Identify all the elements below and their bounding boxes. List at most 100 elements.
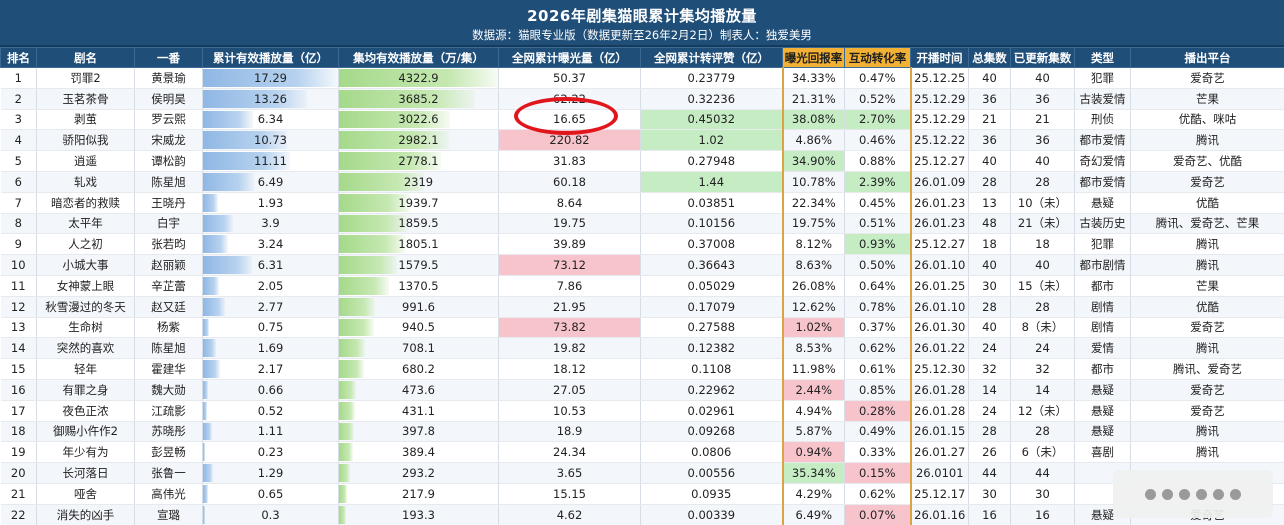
cell-rank: 21 <box>0 483 37 505</box>
cell-title: 人之初 <box>36 233 135 256</box>
cell-episodes: 14 <box>968 379 1011 401</box>
cell-updated-episodes: 8（未） <box>1010 317 1075 339</box>
cell-return-rate: 5.87% <box>781 421 845 443</box>
total-views-value: 6.34 <box>257 112 284 127</box>
total-views-value: 0.75 <box>257 320 284 335</box>
cell-title: 轧戏 <box>36 171 135 193</box>
cell-return-rate: 4.86% <box>781 129 845 152</box>
cell-engagement: 0.27588 <box>640 317 783 339</box>
cell-updated-episodes: 15（未） <box>1010 275 1075 297</box>
watermark-dot <box>1162 488 1173 500</box>
cell-platform: 爱奇艺 <box>1130 317 1284 339</box>
cell-premiere-date: 26.0101 <box>910 462 969 484</box>
cell-avg-views: 389.4 <box>338 441 499 464</box>
avg-views-value: 3022.6 <box>398 112 439 127</box>
cell-premiere-date: 26.01.10 <box>910 254 969 276</box>
cell-episodes: 40 <box>968 150 1011 172</box>
table-row: 21 哑舍 高伟光 0.65 217.9 15.15 0.0935 4.29% 0.62% 25.… <box>0 483 1284 505</box>
cell-return-rate: 8.12% <box>781 233 845 256</box>
cell-episodes: 24 <box>968 400 1011 422</box>
cell-episodes: 28 <box>968 171 1011 193</box>
cell-conversion-rate: 0.85% <box>844 379 912 401</box>
cell-return-rate: 10.78% <box>781 171 845 193</box>
table-row: 15 轻年 霍建华 2.17 680.2 18.12 0.1108 11.98% 0.61% 25… <box>0 358 1284 380</box>
cell-avg-views: 2982.1 <box>338 129 499 152</box>
cell-return-rate: 11.98% <box>781 358 845 380</box>
watermark-dot <box>1196 488 1207 500</box>
col-header-date: 开播时间 <box>910 47 969 68</box>
cell-platform: 腾讯、爱奇艺、芒果 <box>1130 213 1284 235</box>
cell-total-views: 6.49 <box>202 171 339 193</box>
cell-lead-actor: 宣璐 <box>134 504 203 525</box>
cell-episodes: 40 <box>968 67 1011 89</box>
total-views-bar <box>203 297 225 316</box>
cell-avg-views: 473.6 <box>338 379 499 401</box>
cell-episodes: 24 <box>968 337 1011 360</box>
cell-platform: 腾讯 <box>1130 129 1284 152</box>
cell-title: 秋雪漫过的冬天 <box>36 296 135 318</box>
cell-lead-actor: 辛芷蕾 <box>134 275 203 297</box>
table-row: 19 年少有为 彭昱畅 0.23 389.4 24.34 0.0806 0.94% 0.33% 2… <box>0 441 1284 464</box>
cell-engagement: 0.23779 <box>640 67 783 89</box>
cell-exposure: 39.89 <box>498 233 641 256</box>
avg-views-bar <box>339 235 406 254</box>
cell-updated-episodes: 6（未） <box>1010 441 1075 464</box>
cell-updated-episodes: 40 <box>1010 254 1075 276</box>
cell-conversion-rate: 0.47% <box>844 67 912 89</box>
cell-exposure: 50.37 <box>498 67 641 89</box>
cell-total-views: 0.3 <box>202 504 339 525</box>
cell-premiere-date: 26.01.28 <box>910 379 969 401</box>
cell-episodes: 26 <box>968 441 1011 464</box>
total-views-value: 1.29 <box>257 466 284 481</box>
cell-engagement: 0.0806 <box>640 441 783 464</box>
cell-exposure: 73.82 <box>498 317 641 339</box>
cell-genre: 古装爱情 <box>1074 88 1131 110</box>
cell-avg-views: 940.5 <box>338 317 499 339</box>
cell-episodes: 40 <box>968 254 1011 276</box>
cell-platform: 芒果 <box>1130 88 1284 110</box>
cell-platform: 优酷、咪咕 <box>1130 109 1284 131</box>
total-views-value: 3.24 <box>257 237 284 252</box>
table-row: 14 突然的喜欢 陈星旭 1.69 708.1 19.82 0.12382 8.53% 0.62… <box>0 337 1284 360</box>
cell-lead-actor: 杨紫 <box>134 317 203 339</box>
avg-views-bar <box>339 193 411 212</box>
cell-title: 女神蒙上眼 <box>36 275 135 297</box>
table-row: 12 秋雪漫过的冬天 赵又廷 2.77 991.6 21.95 0.17079 12.62% 0… <box>0 296 1284 318</box>
cell-genre: 喜剧 <box>1074 441 1131 464</box>
cell-exposure: 10.53 <box>498 400 641 422</box>
cell-updated-episodes: 44 <box>1010 462 1075 484</box>
avg-views-bar <box>339 110 451 129</box>
cell-title: 消失的凶手 <box>36 504 135 525</box>
cell-engagement: 0.10156 <box>640 213 783 235</box>
cell-conversion-rate: 0.51% <box>844 213 912 235</box>
cell-total-views: 0.66 <box>202 379 339 401</box>
cell-platform: 芒果 <box>1130 275 1284 297</box>
total-views-value: 10.73 <box>254 133 287 148</box>
cell-conversion-rate: 0.78% <box>844 296 912 318</box>
cell-premiere-date: 25.12.25 <box>910 67 969 89</box>
total-views-value: 6.31 <box>257 258 284 273</box>
cell-exposure: 31.83 <box>498 150 641 172</box>
cell-genre: 剧情 <box>1074 296 1131 318</box>
col-header-name: 剧名 <box>36 47 135 68</box>
table-row: 13 生命树 杨紫 0.75 940.5 73.82 0.27588 1.02% 0.37% 26… <box>0 317 1284 339</box>
total-views-bar <box>203 443 205 462</box>
page-title: 2026年剧集猫眼累计集均播放量 <box>527 7 757 25</box>
cell-lead-actor: 王晓丹 <box>134 192 203 214</box>
total-views-value: 2.05 <box>257 278 284 293</box>
cell-premiere-date: 26.01.27 <box>910 441 969 464</box>
cell-platform: 爱奇艺 <box>1130 171 1284 193</box>
avg-views-bar <box>339 443 354 462</box>
cell-exposure: 3.65 <box>498 462 641 484</box>
cell-exposure: 18.9 <box>498 421 641 443</box>
cell-exposure: 19.75 <box>498 213 641 235</box>
col-header-episodes: 总集数 <box>968 47 1011 68</box>
cell-total-views: 11.11 <box>202 150 339 172</box>
cell-exposure: 60.18 <box>498 171 641 193</box>
cell-platform: 腾讯 <box>1130 254 1284 276</box>
col-header-avg: 集均有效播放量（万/集） <box>338 47 499 68</box>
cell-avg-views: 1859.5 <box>338 213 499 235</box>
avg-views-bar <box>339 484 347 503</box>
col-header-platform: 播出平台 <box>1130 47 1284 68</box>
cell-rank: 13 <box>0 317 37 339</box>
